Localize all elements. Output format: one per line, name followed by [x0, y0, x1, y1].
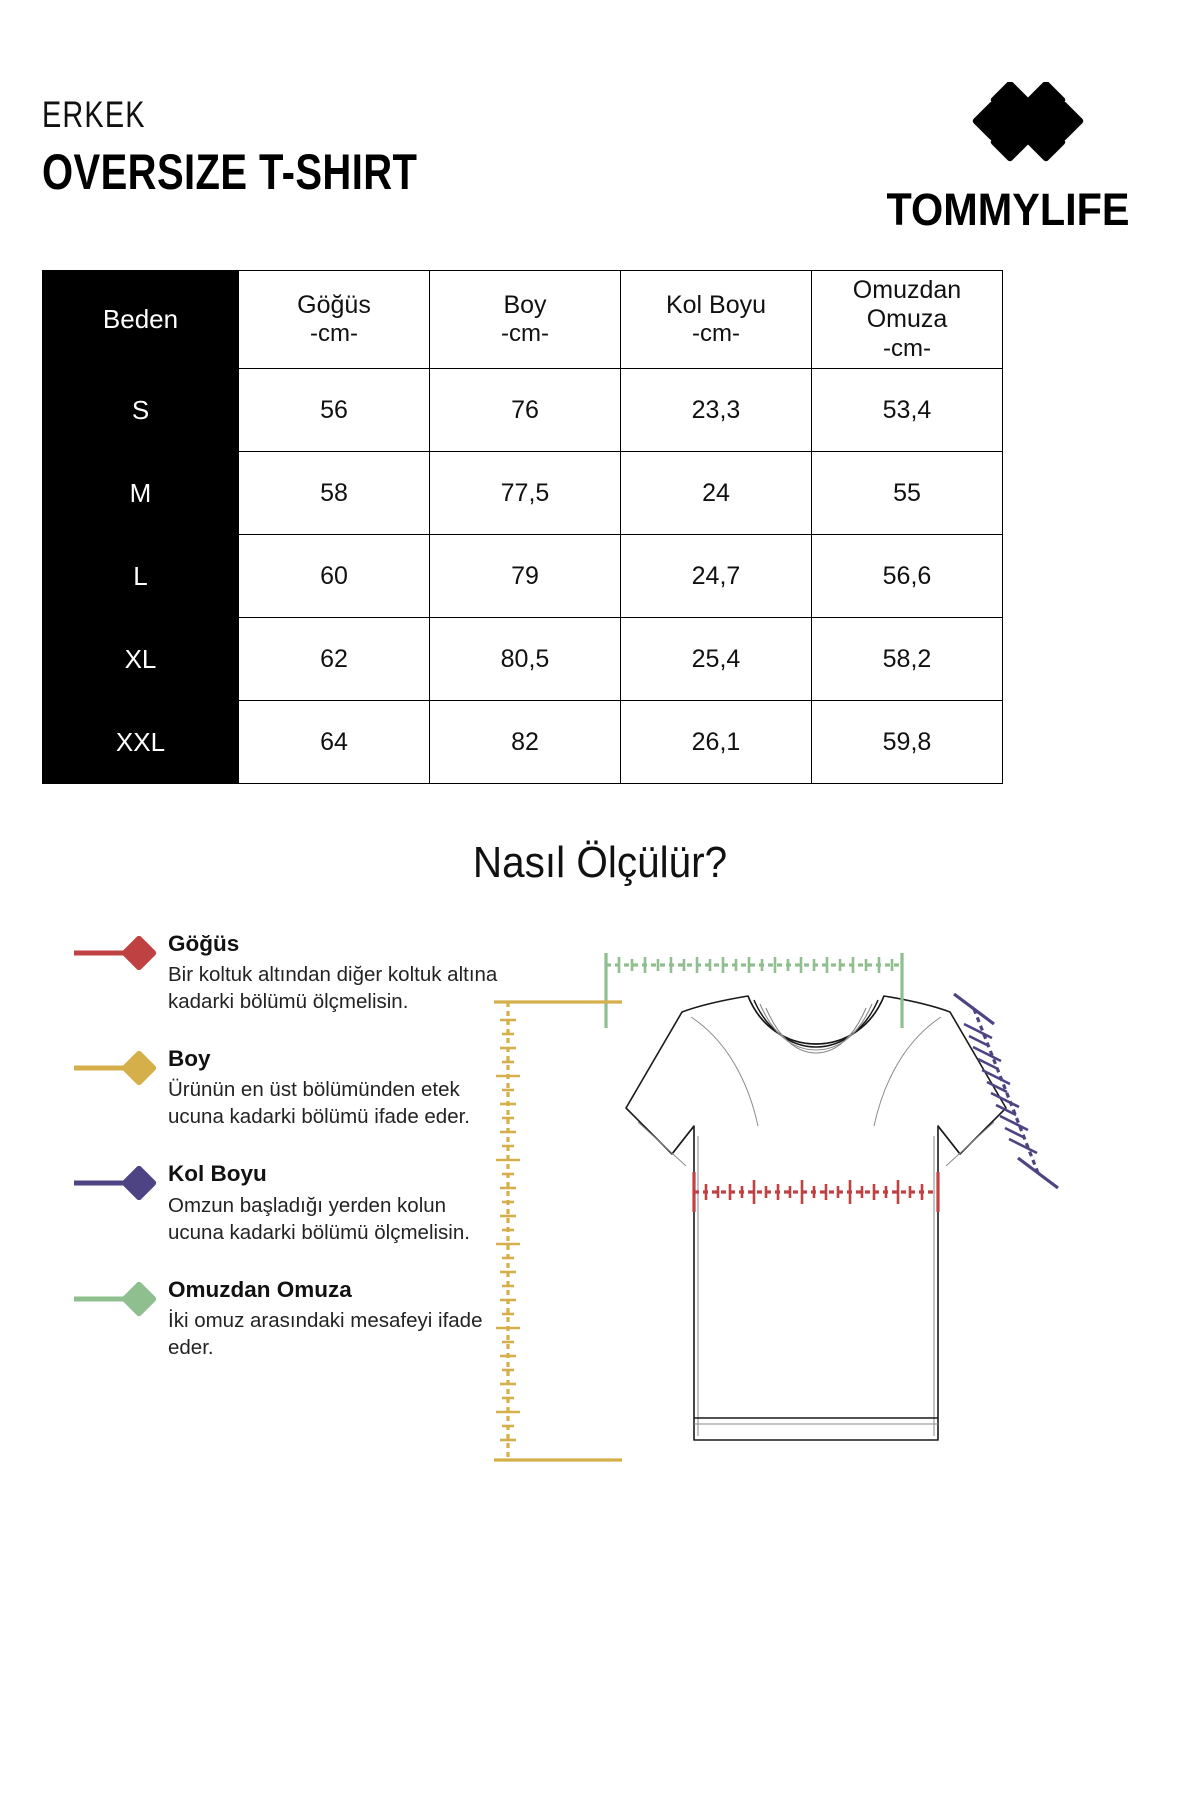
sleeve-hem	[671, 1125, 961, 1155]
legend-title-boy: Boy	[168, 1046, 211, 1072]
table-row: L 60 79 24,7 56,6	[42, 534, 1003, 618]
measurement-legend: Göğüs Bir koltuk altından diğer koltuk a…	[72, 930, 502, 1361]
page-header: ERKEK OVERSIZE T-SHIRT TOMMYLIFE	[42, 82, 1158, 246]
collar-detail	[747, 995, 885, 1048]
cell-kol-boyu: 26,1	[620, 700, 812, 784]
kol-boyu-line	[953, 992, 1059, 1190]
row-size-label: S	[42, 368, 239, 452]
legend-item-boy: Boy Ürünün en üst bölümünden etek ucuna …	[72, 1045, 502, 1130]
size-table-wrapper: Beden Göğüs -cm- Boy -cm- Kol Boyu -cm-	[42, 270, 1003, 784]
column-header-kol-boyu-label: Kol Boyu	[665, 290, 767, 319]
diamond-marker-gold-icon	[74, 1051, 157, 1086]
table-row: M 58 77,5 24 55	[42, 451, 1003, 535]
legend-desc-boy: Ürünün en üst bölümünden etek ucuna kada…	[168, 1078, 471, 1129]
legend-item-gogus: Göğüs Bir koltuk altından diğer koltuk a…	[72, 930, 502, 1015]
column-header-kol-boyu: Kol Boyu -cm-	[620, 270, 812, 369]
tshirt-outline	[625, 995, 1007, 1441]
cell-gogus: 62	[238, 617, 430, 701]
row-size-label: M	[42, 451, 239, 535]
legend-item-kol-boyu: Kol Boyu Omzun başladığı yerden kolun uc…	[72, 1160, 502, 1245]
body-seam	[697, 1136, 935, 1436]
cell-gogus: 56	[238, 368, 430, 452]
cell-boy: 82	[429, 700, 621, 784]
legend-title-kol-boyu: Kol Boyu	[168, 1161, 267, 1187]
cell-omuzdan-omuza: 56,6	[811, 534, 1003, 618]
table-header-row: Beden Göğüs -cm- Boy -cm- Kol Boyu -cm-	[42, 270, 1003, 369]
cell-gogus: 60	[238, 534, 430, 618]
row-size-label: XXL	[42, 700, 239, 784]
diamond-marker-red-icon	[74, 936, 157, 970]
tshirt-diagram	[486, 940, 1186, 1500]
cell-kol-boyu: 23,3	[620, 368, 812, 452]
legend-desc-omuzdan-omuza: İki omuz arasındaki mesafeyi ifade eder.	[168, 1308, 483, 1359]
cell-kol-boyu: 24,7	[620, 534, 812, 618]
cell-boy: 77,5	[429, 451, 621, 535]
column-header-gogus: Göğüs -cm-	[238, 270, 430, 369]
tshirt-technical-drawing-icon	[494, 953, 1059, 1462]
sleeve-hem-inner	[637, 1121, 995, 1167]
column-header-boy-label: Boy	[503, 290, 547, 319]
omuzdan-omuza-line	[604, 953, 904, 1028]
column-header-beden: Beden	[42, 270, 239, 369]
page-title: OVERSIZE T-SHIRT	[42, 144, 418, 200]
diamond-grid-logo-icon	[972, 82, 1084, 162]
cell-gogus: 64	[238, 700, 430, 784]
size-table: Beden Göğüs -cm- Boy -cm- Kol Boyu -cm-	[42, 270, 1003, 784]
row-size-label: XL	[42, 617, 239, 701]
size-table-head: Beden Göğüs -cm- Boy -cm- Kol Boyu -cm-	[42, 270, 1003, 369]
cell-omuzdan-omuza: 59,8	[811, 700, 1003, 784]
gogus-line	[692, 1172, 940, 1212]
cell-omuzdan-omuza: 58,2	[811, 617, 1003, 701]
how-to-measure-heading: Nasıl Ölçülür?	[472, 838, 728, 887]
column-header-boy-unit: -cm-	[501, 320, 549, 348]
cell-omuzdan-omuza: 55	[811, 451, 1003, 535]
shoulder-seam	[690, 1016, 942, 1127]
legend-item-omuzdan-omuza: Omuzdan Omuza İki omuz arasındaki mesafe…	[72, 1276, 502, 1361]
cell-boy: 80,5	[429, 617, 621, 701]
column-header-boy: Boy -cm-	[429, 270, 621, 369]
brand-wordmark: TOMMYLIFE	[886, 184, 1130, 235]
column-header-omuzdan-omuza-label: Omuzdan Omuza	[852, 275, 962, 334]
cell-boy: 76	[429, 368, 621, 452]
table-row: S 56 76 23,3 53,4	[42, 368, 1003, 452]
title-block: ERKEK OVERSIZE T-SHIRT	[42, 96, 511, 197]
diamond-marker-purple-icon	[74, 1166, 157, 1201]
column-header-omuzdan-omuza-unit: -cm-	[883, 334, 931, 362]
column-header-kol-boyu-unit: -cm-	[692, 320, 740, 348]
table-row: XXL 64 82 26,1 59,8	[42, 700, 1003, 784]
legend-title-omuzdan-omuza: Omuzdan Omuza	[168, 1276, 352, 1302]
cell-gogus: 58	[238, 451, 430, 535]
column-header-omuzdan-omuza: Omuzdan Omuza -cm-	[811, 270, 1003, 369]
cell-kol-boyu: 25,4	[620, 617, 812, 701]
boy-line	[494, 1000, 622, 1462]
cell-boy: 79	[429, 534, 621, 618]
column-header-beden-label: Beden	[102, 304, 179, 335]
diamond-marker-green-icon	[74, 1281, 157, 1316]
cell-omuzdan-omuza: 53,4	[811, 368, 1003, 452]
brand-logo: TOMMYLIFE	[858, 82, 1158, 236]
page-kicker: ERKEK	[42, 94, 146, 135]
row-size-label: L	[42, 534, 239, 618]
cell-kol-boyu: 24	[620, 451, 812, 535]
legend-title-gogus: Göğüs	[168, 931, 240, 956]
column-header-gogus-label: Göğüs	[297, 290, 371, 319]
column-header-gogus-unit: -cm-	[310, 320, 358, 348]
legend-desc-kol-boyu: Omzun başladığı yerden kolun ucuna kadar…	[168, 1193, 470, 1244]
table-row: XL 62 80,5 25,4 58,2	[42, 617, 1003, 701]
legend-desc-gogus: Bir koltuk altından diğer koltuk altına …	[168, 963, 498, 1014]
size-table-body: S 56 76 23,3 53,4 M 58 77,5 24 55 L 60 7…	[42, 368, 1003, 784]
collar-detail-inner	[759, 1003, 873, 1054]
